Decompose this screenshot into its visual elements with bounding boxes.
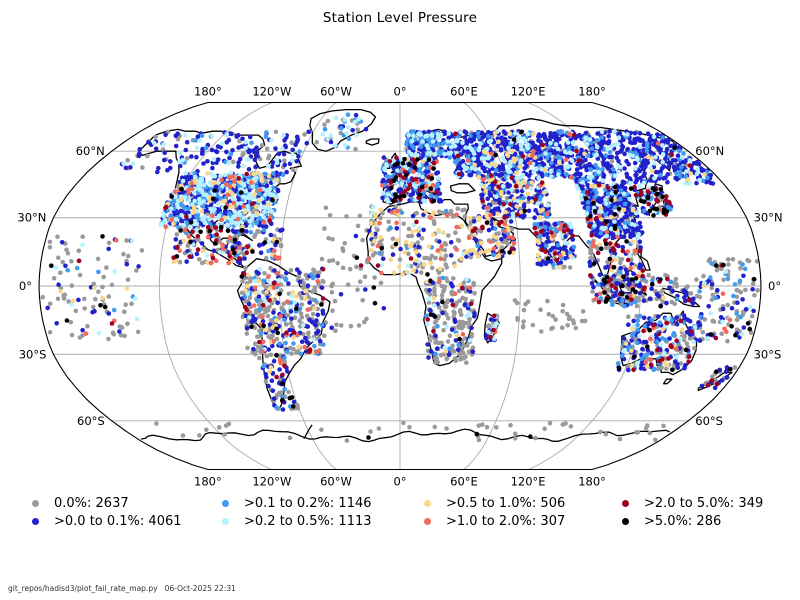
lon-label-bottom: 120°E — [511, 475, 546, 489]
lat-label-right: 60°N — [695, 144, 724, 158]
legend-label: >5.0%: 286 — [644, 513, 722, 529]
legend-item: >1.0 to 2.0%: 307 — [416, 513, 614, 530]
lon-label-top: 120°E — [511, 85, 546, 99]
lon-label-top: 180° — [194, 85, 222, 99]
plot-title: Station Level Pressure — [322, 10, 478, 26]
lat-label-left: 0° — [19, 279, 32, 293]
legend-label: >0.0 to 0.1%: 4061 — [54, 513, 182, 529]
legend-label: >1.0 to 2.0%: 307 — [446, 513, 566, 529]
legend-item: >0.0 to 0.1%: 4061 — [24, 513, 214, 530]
station-dots — [40, 112, 760, 443]
coastline — [619, 310, 698, 376]
map-boundary — [38, 101, 762, 471]
footer-note: git_repos/hadisd3/plot_fail_rate_map.py … — [8, 584, 236, 593]
lon-label-bottom: 0° — [393, 475, 406, 489]
legend-label: >0.1 to 0.2%: 1146 — [244, 496, 372, 512]
legend-item: 0.0%: 2637 — [24, 495, 214, 512]
coastline — [449, 183, 476, 194]
legend: 0.0%: 2637 >0.0 to 0.1%: 4061 >0.1 to 0.… — [24, 495, 784, 530]
lat-label-left: 30°S — [19, 347, 47, 361]
lon-label-bottom: 120°W — [252, 475, 291, 489]
lon-label-bottom: 60°E — [450, 475, 478, 489]
legend-item: >0.5 to 1.0%: 506 — [416, 495, 614, 512]
coastline — [365, 138, 380, 146]
legend-marker — [424, 517, 431, 525]
axis-labels: 180° 180° 120°W 120°W 60°W 60°W 0° 0° 60°E 60°E 12… — [17, 85, 782, 489]
lat-label-left: 60°N — [76, 144, 105, 158]
gridline-meridian — [463, 102, 521, 470]
legend-marker — [622, 500, 629, 508]
legend-label: 0.0%: 2637 — [54, 496, 129, 512]
lat-label-right: 30°S — [754, 347, 782, 361]
legend-label: >0.5 to 1.0%: 506 — [446, 496, 566, 512]
lat-label-right: 30°N — [754, 211, 783, 225]
legend-label: >2.0 to 5.0%: 349 — [644, 496, 764, 512]
legend-marker — [622, 517, 629, 525]
coastline — [662, 287, 701, 308]
lon-label-top: 120°W — [252, 85, 291, 99]
station-dot-layer — [83, 131, 733, 366]
station-dot-layer — [49, 129, 757, 440]
coastline — [303, 424, 313, 440]
coastline — [309, 108, 377, 152]
lon-label-bottom: 60°W — [320, 475, 352, 489]
lon-label-top: 60°E — [450, 85, 478, 99]
legend-marker — [32, 517, 39, 525]
legend-marker — [32, 500, 39, 508]
lon-label-top: 60°W — [320, 85, 352, 99]
legend-marker — [222, 517, 229, 525]
legend-marker — [424, 500, 431, 508]
legend-marker — [222, 500, 229, 508]
legend-item: >0.1 to 0.2%: 1146 — [214, 495, 416, 512]
lon-label-top: 0° — [393, 85, 406, 99]
lon-label-bottom: 180° — [194, 475, 222, 489]
lat-label-right: 60°S — [695, 414, 723, 428]
lon-label-bottom: 180° — [578, 475, 606, 489]
gridline-meridian — [158, 102, 273, 470]
coastline — [662, 378, 673, 385]
legend-item: >2.0 to 5.0%: 349 — [614, 495, 784, 512]
lat-label-left: 60°S — [77, 414, 105, 428]
lat-label-right: 0° — [768, 279, 781, 293]
coastline — [697, 364, 733, 392]
lon-label-top: 180° — [578, 85, 606, 99]
legend-label: >0.2 to 0.5%: 1113 — [244, 513, 372, 529]
lat-label-left: 30°N — [17, 211, 46, 225]
legend-item: >5.0%: 286 — [614, 513, 784, 530]
legend-item: >0.2 to 0.5%: 1113 — [214, 513, 416, 530]
coastline-antarctica — [140, 428, 671, 443]
